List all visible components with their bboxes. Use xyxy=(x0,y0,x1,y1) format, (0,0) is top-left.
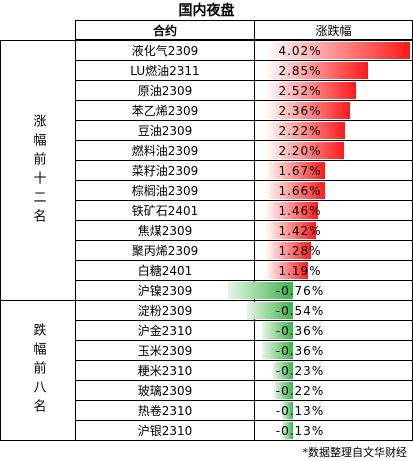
bar xyxy=(265,242,312,259)
name-cell: 铁矿石2401 xyxy=(75,200,255,221)
bar xyxy=(273,362,293,379)
name-cell: 聚丙烯2309 xyxy=(75,240,255,261)
value-label: 4.02% xyxy=(278,43,322,58)
value-label: -0.54% xyxy=(275,303,325,318)
name-cell: 燃料油2309 xyxy=(75,140,255,161)
name-cell: 热卷2310 xyxy=(75,400,255,421)
name-cell: 淀粉2309 xyxy=(75,300,255,321)
value-label: -0.36% xyxy=(275,343,325,358)
value-label: 2.52% xyxy=(278,83,322,98)
bar xyxy=(265,102,351,119)
name-cell: 沪银2310 xyxy=(75,420,255,441)
name-cell: 粳米2310 xyxy=(75,360,255,381)
bar xyxy=(265,222,317,239)
footer: *数据整理自文华财经 xyxy=(302,446,408,459)
group-label: 涨幅前十二名 xyxy=(0,40,76,301)
bar xyxy=(246,302,293,319)
bar xyxy=(262,342,293,359)
bar xyxy=(228,282,293,299)
value-label: -0.13% xyxy=(275,403,325,418)
name-cell: 玉米2309 xyxy=(75,340,255,361)
bar xyxy=(274,382,293,399)
value-label: 2.36% xyxy=(278,103,322,118)
name-cell: 玻璃2309 xyxy=(75,380,255,401)
bar xyxy=(262,322,293,339)
value-label: 1.67% xyxy=(278,163,322,178)
column-header: 涨跌幅 xyxy=(254,20,413,40)
name-cell: LU燃油2311 xyxy=(75,60,255,81)
value-label: 2.85% xyxy=(278,63,322,78)
name-cell: 棕榈油2309 xyxy=(75,180,255,201)
bar xyxy=(265,42,410,59)
bar xyxy=(265,82,356,99)
name-cell: 沪金2310 xyxy=(75,320,255,341)
value-label: -0.23% xyxy=(275,363,325,378)
value-label: 1.42% xyxy=(278,223,322,238)
column-header: 合约 xyxy=(75,20,255,40)
name-cell: 原油2309 xyxy=(75,80,255,101)
value-label: 1.46% xyxy=(278,203,322,218)
name-cell: 焦煤2309 xyxy=(75,220,255,241)
value-label: 1.19% xyxy=(278,263,322,278)
value-label: 1.66% xyxy=(278,183,322,198)
bar xyxy=(265,262,308,279)
bar xyxy=(265,122,346,139)
name-cell: 白糖2401 xyxy=(75,260,255,281)
value-label: -0.13% xyxy=(275,423,325,438)
value-label: 1.28% xyxy=(278,243,322,258)
value-label: 2.20% xyxy=(278,143,322,158)
bar xyxy=(265,202,318,219)
value-label: -0.36% xyxy=(275,323,325,338)
value-label: -0.76% xyxy=(275,283,325,298)
name-cell: 液化气2309 xyxy=(75,40,255,61)
title: 国内夜盘 xyxy=(178,3,235,19)
group-label: 跌幅前八名 xyxy=(0,300,76,441)
bar xyxy=(265,62,368,79)
value-label: 2.22% xyxy=(278,123,322,138)
value-label: -0.22% xyxy=(275,383,325,398)
name-cell: 菜籽油2309 xyxy=(75,160,255,181)
name-cell: 苯乙烯2309 xyxy=(75,100,255,121)
name-cell: 豆油2309 xyxy=(75,120,255,141)
bar xyxy=(281,422,293,439)
bar xyxy=(265,182,325,199)
bar xyxy=(281,402,293,419)
bar xyxy=(265,142,345,159)
bar xyxy=(265,162,326,179)
